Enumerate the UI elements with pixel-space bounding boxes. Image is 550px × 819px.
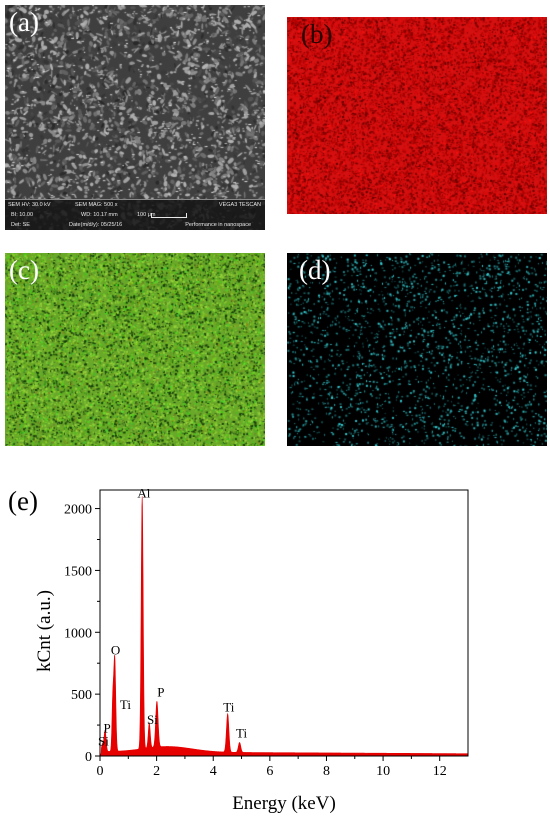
panel-label-e: (e)	[8, 486, 38, 516]
sem-date: Date(m/d/y): 05/25/16	[69, 222, 123, 228]
peak-label: P	[103, 720, 110, 735]
peak-label: Ti	[223, 699, 234, 714]
x-axis-label: Energy (keV)	[232, 793, 336, 814]
x-tick-label: 12	[433, 764, 447, 779]
peak-label: Si	[98, 733, 109, 748]
sem-wd: WD: 10.17 mm	[81, 212, 118, 218]
x-tick-label: 10	[376, 764, 390, 779]
plot-frame	[99, 489, 469, 757]
sem-vendor: VEGA3 TESCAN	[218, 202, 261, 208]
sem-image-panel: (a) SEM HV: 30.0 kV SEM MAG: 500 x VEGA3…	[5, 5, 265, 230]
panel-label-d: (d)	[299, 255, 331, 285]
y-tick-label: 1500	[64, 564, 92, 579]
sem-micrograph	[5, 5, 265, 230]
peak-label: O	[111, 643, 120, 658]
peak-label: P	[157, 685, 164, 700]
peak-label: Ti	[120, 697, 131, 712]
y-tick-label: 2000	[64, 503, 92, 518]
eds-map-panel-d: (d)	[287, 253, 547, 446]
sem-scale-label: 100 μm	[137, 212, 156, 218]
eds-map-cyan	[287, 253, 547, 446]
y-tick-label: 1000	[64, 626, 92, 641]
eds-map-green	[5, 253, 265, 446]
x-tick-label: 8	[323, 764, 330, 779]
y-tick-label: 0	[85, 750, 92, 765]
x-tick-label: 4	[210, 764, 217, 779]
x-tick-label: 6	[266, 764, 273, 779]
peak-label: Ti	[236, 725, 247, 740]
sem-lab: Performance in nanospace	[185, 222, 251, 228]
sem-info-bar: SEM HV: 30.0 kV SEM MAG: 500 x VEGA3 TES…	[5, 199, 265, 230]
y-axis-label: kCnt (a.u.)	[34, 590, 55, 672]
eds-map-panel-b: (b)	[287, 17, 547, 214]
sem-mag: SEM MAG: 500 x	[75, 202, 118, 208]
eds-map-panel-c: (c)	[5, 253, 265, 446]
panel-label-c: (c)	[9, 255, 39, 285]
peak-label: Si	[147, 712, 158, 727]
x-tick-label: 2	[153, 764, 160, 779]
sem-bi: BI: 10.00	[11, 212, 34, 218]
y-tick-label: 500	[71, 688, 92, 703]
peak-label: Al	[137, 485, 150, 500]
eds-map-red	[287, 17, 547, 214]
panel-label-b: (b)	[301, 19, 333, 49]
spectrum-area	[100, 496, 469, 757]
sem-hv: SEM HV: 30.0 kV	[8, 202, 51, 208]
eds-spectrum-chart: (e) 0 2 4 6 8 10 120500100015002000AlOTiPSiPSi…	[8, 485, 469, 814]
sem-detector: Det: SE	[11, 222, 30, 228]
x-tick-label: 0	[97, 764, 104, 779]
sem-scale-bar	[151, 213, 187, 218]
panel-label-a: (a)	[9, 7, 39, 37]
